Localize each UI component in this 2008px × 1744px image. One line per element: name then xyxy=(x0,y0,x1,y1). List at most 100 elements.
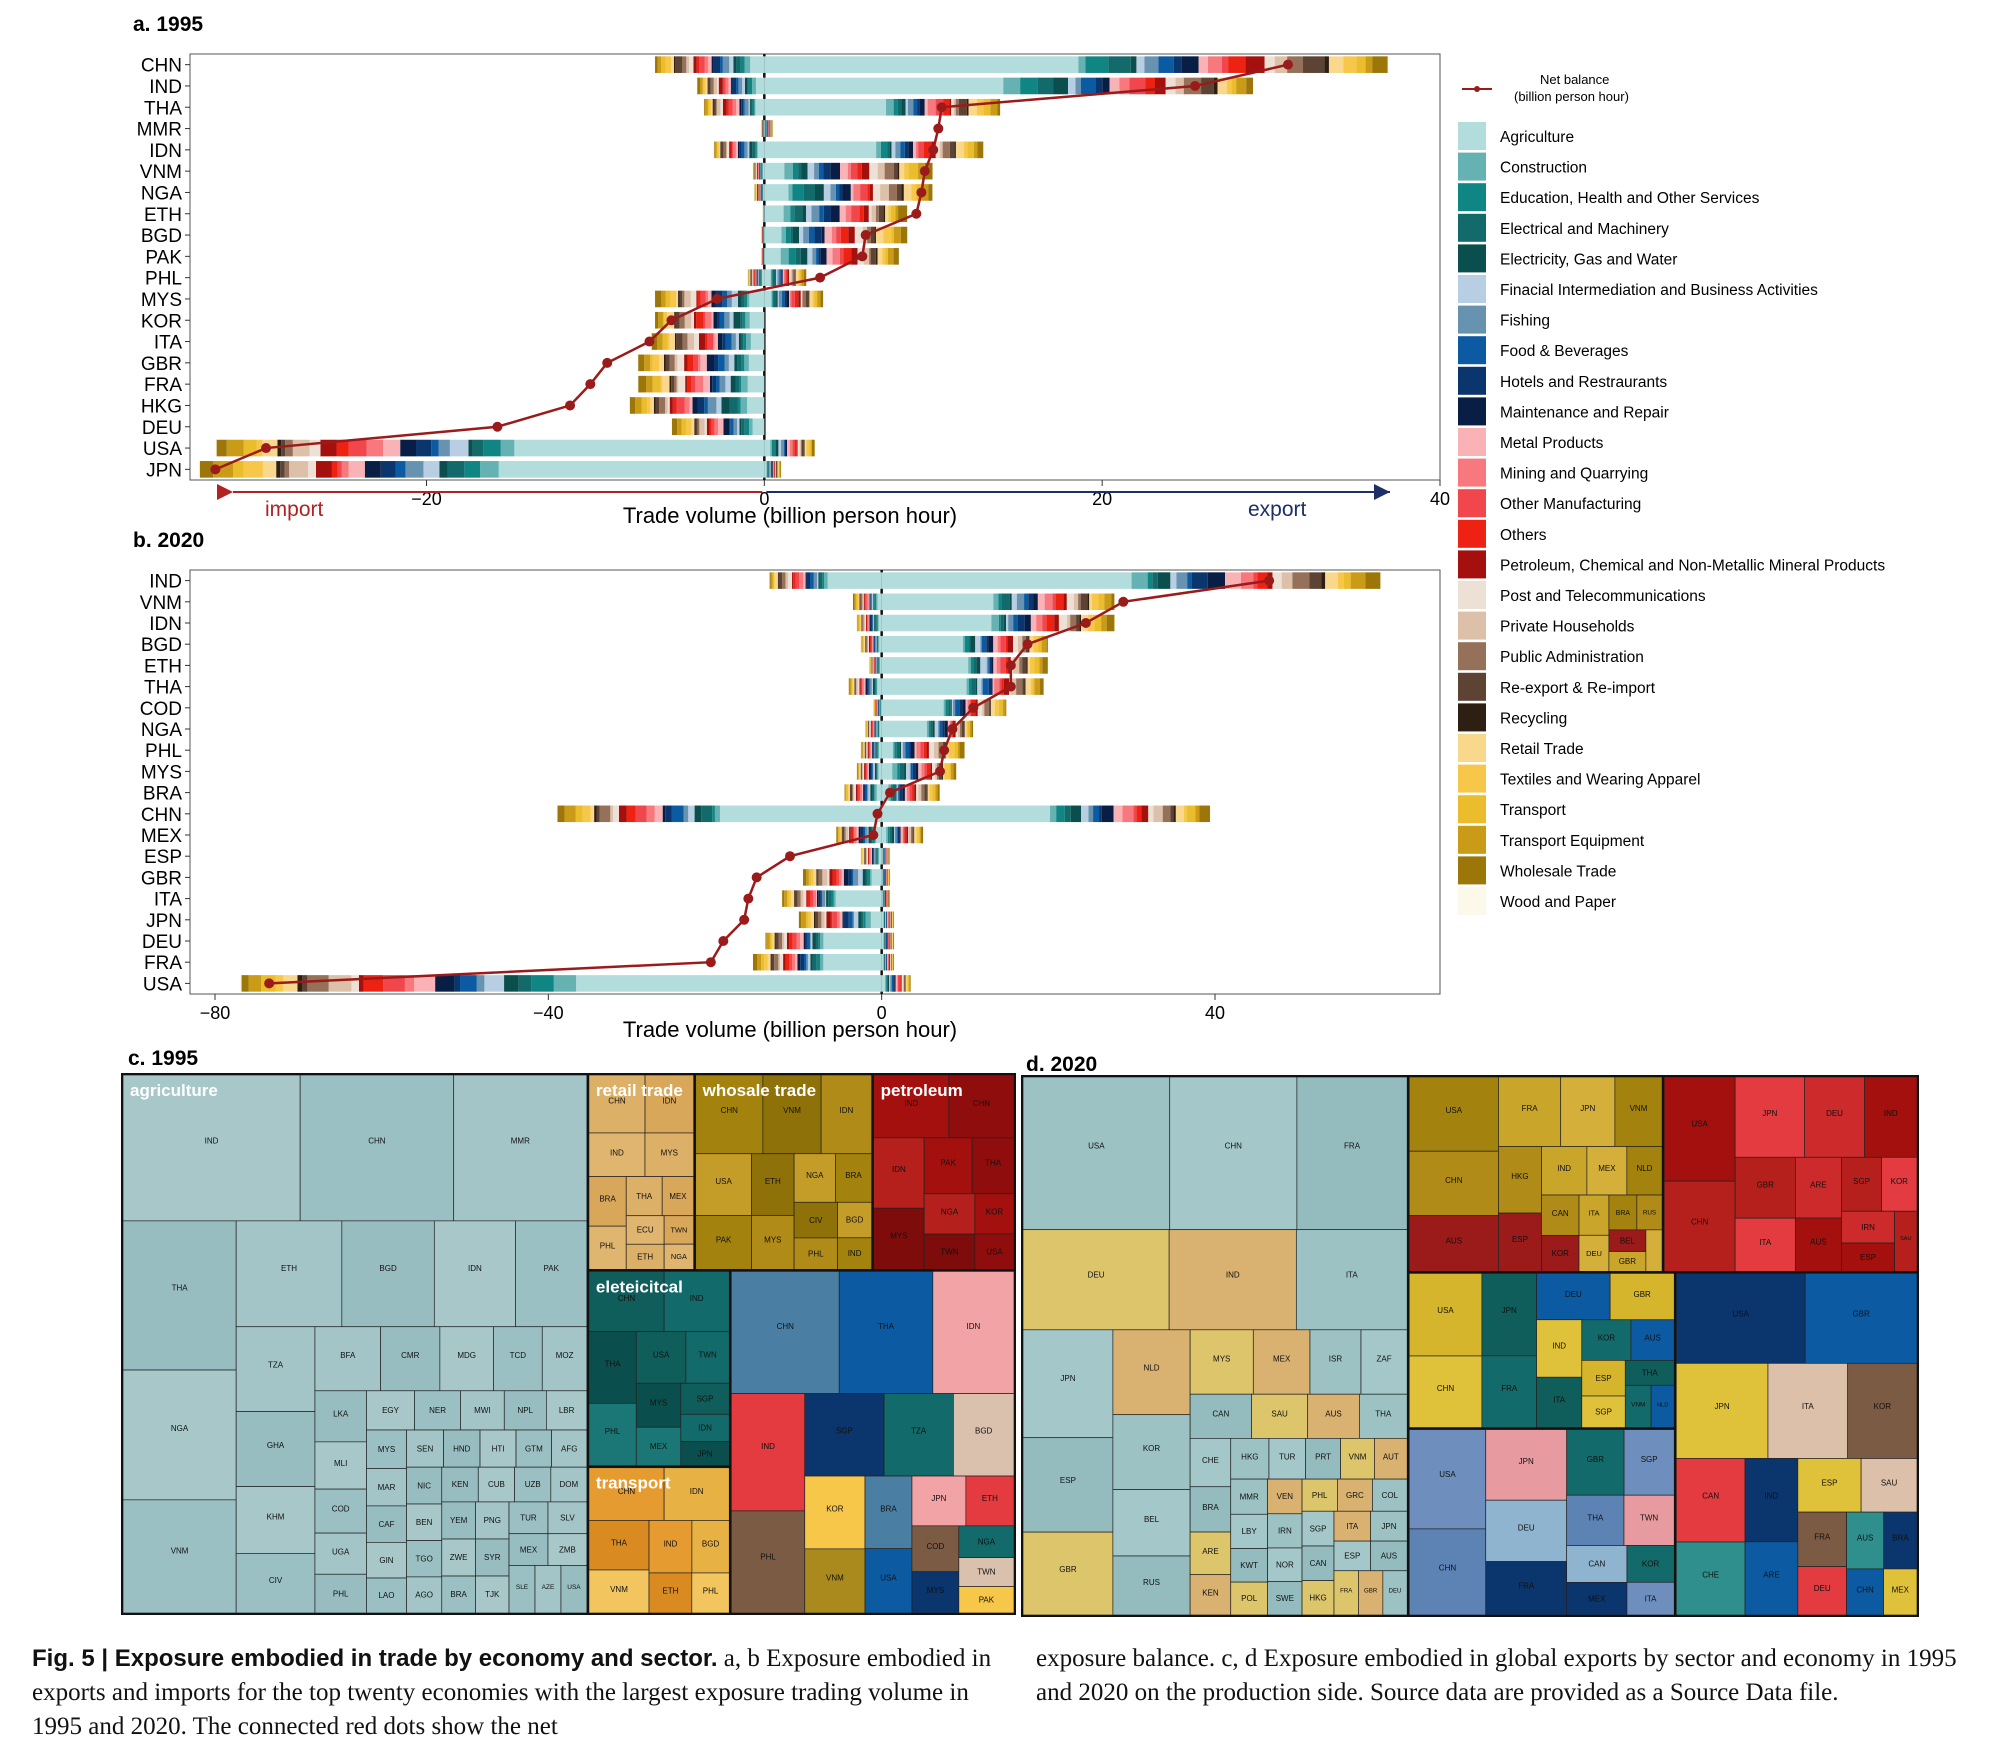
export-segment xyxy=(1130,56,1137,73)
import-segment xyxy=(864,847,865,865)
export-segment xyxy=(1091,593,1099,611)
export-segment xyxy=(1022,657,1027,674)
legend-item: Hotels and Restraurants xyxy=(1500,374,1667,391)
legend-item: Wholesale Trade xyxy=(1500,863,1616,880)
export-segment xyxy=(892,932,894,950)
x-axis-label: Trade volume (billion person hour) xyxy=(623,503,957,528)
export-segment xyxy=(897,763,900,780)
export-segment xyxy=(953,763,957,780)
export-segment xyxy=(881,953,884,971)
import-segment xyxy=(700,77,703,95)
import-segment xyxy=(675,56,683,73)
import-segment xyxy=(732,141,734,159)
treemap-cell-label: DEU xyxy=(1389,1588,1402,1595)
import-segment xyxy=(880,657,882,674)
export-segment xyxy=(891,826,895,844)
import-segment xyxy=(803,890,807,907)
export-segment xyxy=(773,290,777,308)
import-segment xyxy=(745,311,750,329)
export-segment xyxy=(884,162,895,180)
import-segment xyxy=(854,593,856,611)
import-segment xyxy=(849,678,852,695)
import-segment xyxy=(818,890,821,907)
treemap-cell xyxy=(1305,1438,1341,1480)
export-segment xyxy=(881,763,893,780)
category-label-ETH: ETH xyxy=(144,205,182,226)
import-segment xyxy=(854,678,855,695)
export-segment xyxy=(772,120,773,137)
treemap-cell-label: CHN xyxy=(1691,1217,1709,1226)
export-segment xyxy=(1066,593,1074,611)
export-segment xyxy=(975,635,981,653)
import-segment xyxy=(857,614,859,632)
import-segment xyxy=(863,741,864,759)
import-segment xyxy=(781,890,783,907)
category-label-IDN: IDN xyxy=(149,614,182,635)
treemap-cell xyxy=(663,1271,730,1332)
treemap-group-label: transport xyxy=(596,1474,671,1493)
treemap-cell xyxy=(235,1220,343,1328)
import-segment xyxy=(861,847,862,865)
import-segment xyxy=(877,847,880,865)
import-segment xyxy=(749,311,765,329)
treemap-cell xyxy=(730,1271,840,1394)
import-segment xyxy=(865,826,868,844)
import-segment xyxy=(870,614,872,632)
treemap-cell-label: MYS xyxy=(764,1235,781,1244)
import-segment xyxy=(874,720,876,738)
export-segment xyxy=(880,141,888,159)
legend-item: Fishing xyxy=(1500,313,1550,330)
import-segment xyxy=(863,678,866,695)
import-segment xyxy=(852,784,854,801)
export-segment xyxy=(887,847,888,865)
treemap-cell xyxy=(644,1132,695,1177)
treemap-cell xyxy=(864,1548,913,1614)
export-segment xyxy=(764,98,887,116)
export-segment xyxy=(1227,77,1232,95)
export-segment xyxy=(958,98,967,116)
treemap-group-border xyxy=(729,1269,1017,1615)
import-segment xyxy=(868,847,870,865)
import-segment xyxy=(735,333,739,350)
treemap-cell-label: MMR xyxy=(1240,1492,1259,1501)
treemap-cell xyxy=(804,1393,885,1477)
import-segment xyxy=(484,975,505,992)
treemap-cell-label: PHL xyxy=(333,1589,349,1598)
treemap-cell xyxy=(1636,1194,1663,1231)
import-segment xyxy=(351,975,359,992)
import-segment xyxy=(435,975,455,992)
panel-label: a. 1995 xyxy=(133,13,203,36)
import-segment xyxy=(677,354,685,372)
import-segment xyxy=(866,635,868,653)
export-segment xyxy=(988,678,992,695)
import-segment xyxy=(364,461,381,478)
import-segment xyxy=(762,205,764,223)
export-segment xyxy=(790,269,793,286)
export-segment xyxy=(768,120,770,137)
import-segment xyxy=(860,847,862,865)
export-segment xyxy=(883,932,884,950)
export-segment xyxy=(1356,56,1366,73)
import-segment xyxy=(759,162,761,180)
import-segment xyxy=(853,869,859,886)
import-segment xyxy=(760,184,762,201)
import-segment xyxy=(867,784,869,801)
treemap-cell xyxy=(1675,1541,1746,1616)
net-balance-point-FRA xyxy=(705,957,716,968)
import-segment xyxy=(859,763,860,780)
treemap-cell-label: PRT xyxy=(1315,1452,1331,1461)
export-segment xyxy=(785,226,791,244)
import-segment xyxy=(874,784,877,801)
import-segment xyxy=(727,141,730,159)
export-segment xyxy=(1292,572,1310,589)
export-segment xyxy=(884,890,885,907)
export-segment xyxy=(877,162,885,180)
import-segment xyxy=(872,593,874,611)
import-segment xyxy=(646,375,653,393)
treemap-cell-label: MEX xyxy=(669,1192,687,1201)
import-segment xyxy=(700,354,707,372)
export-segment xyxy=(823,290,824,308)
treemap-cell-label: DOM xyxy=(560,1480,579,1489)
import-segment xyxy=(749,269,751,286)
